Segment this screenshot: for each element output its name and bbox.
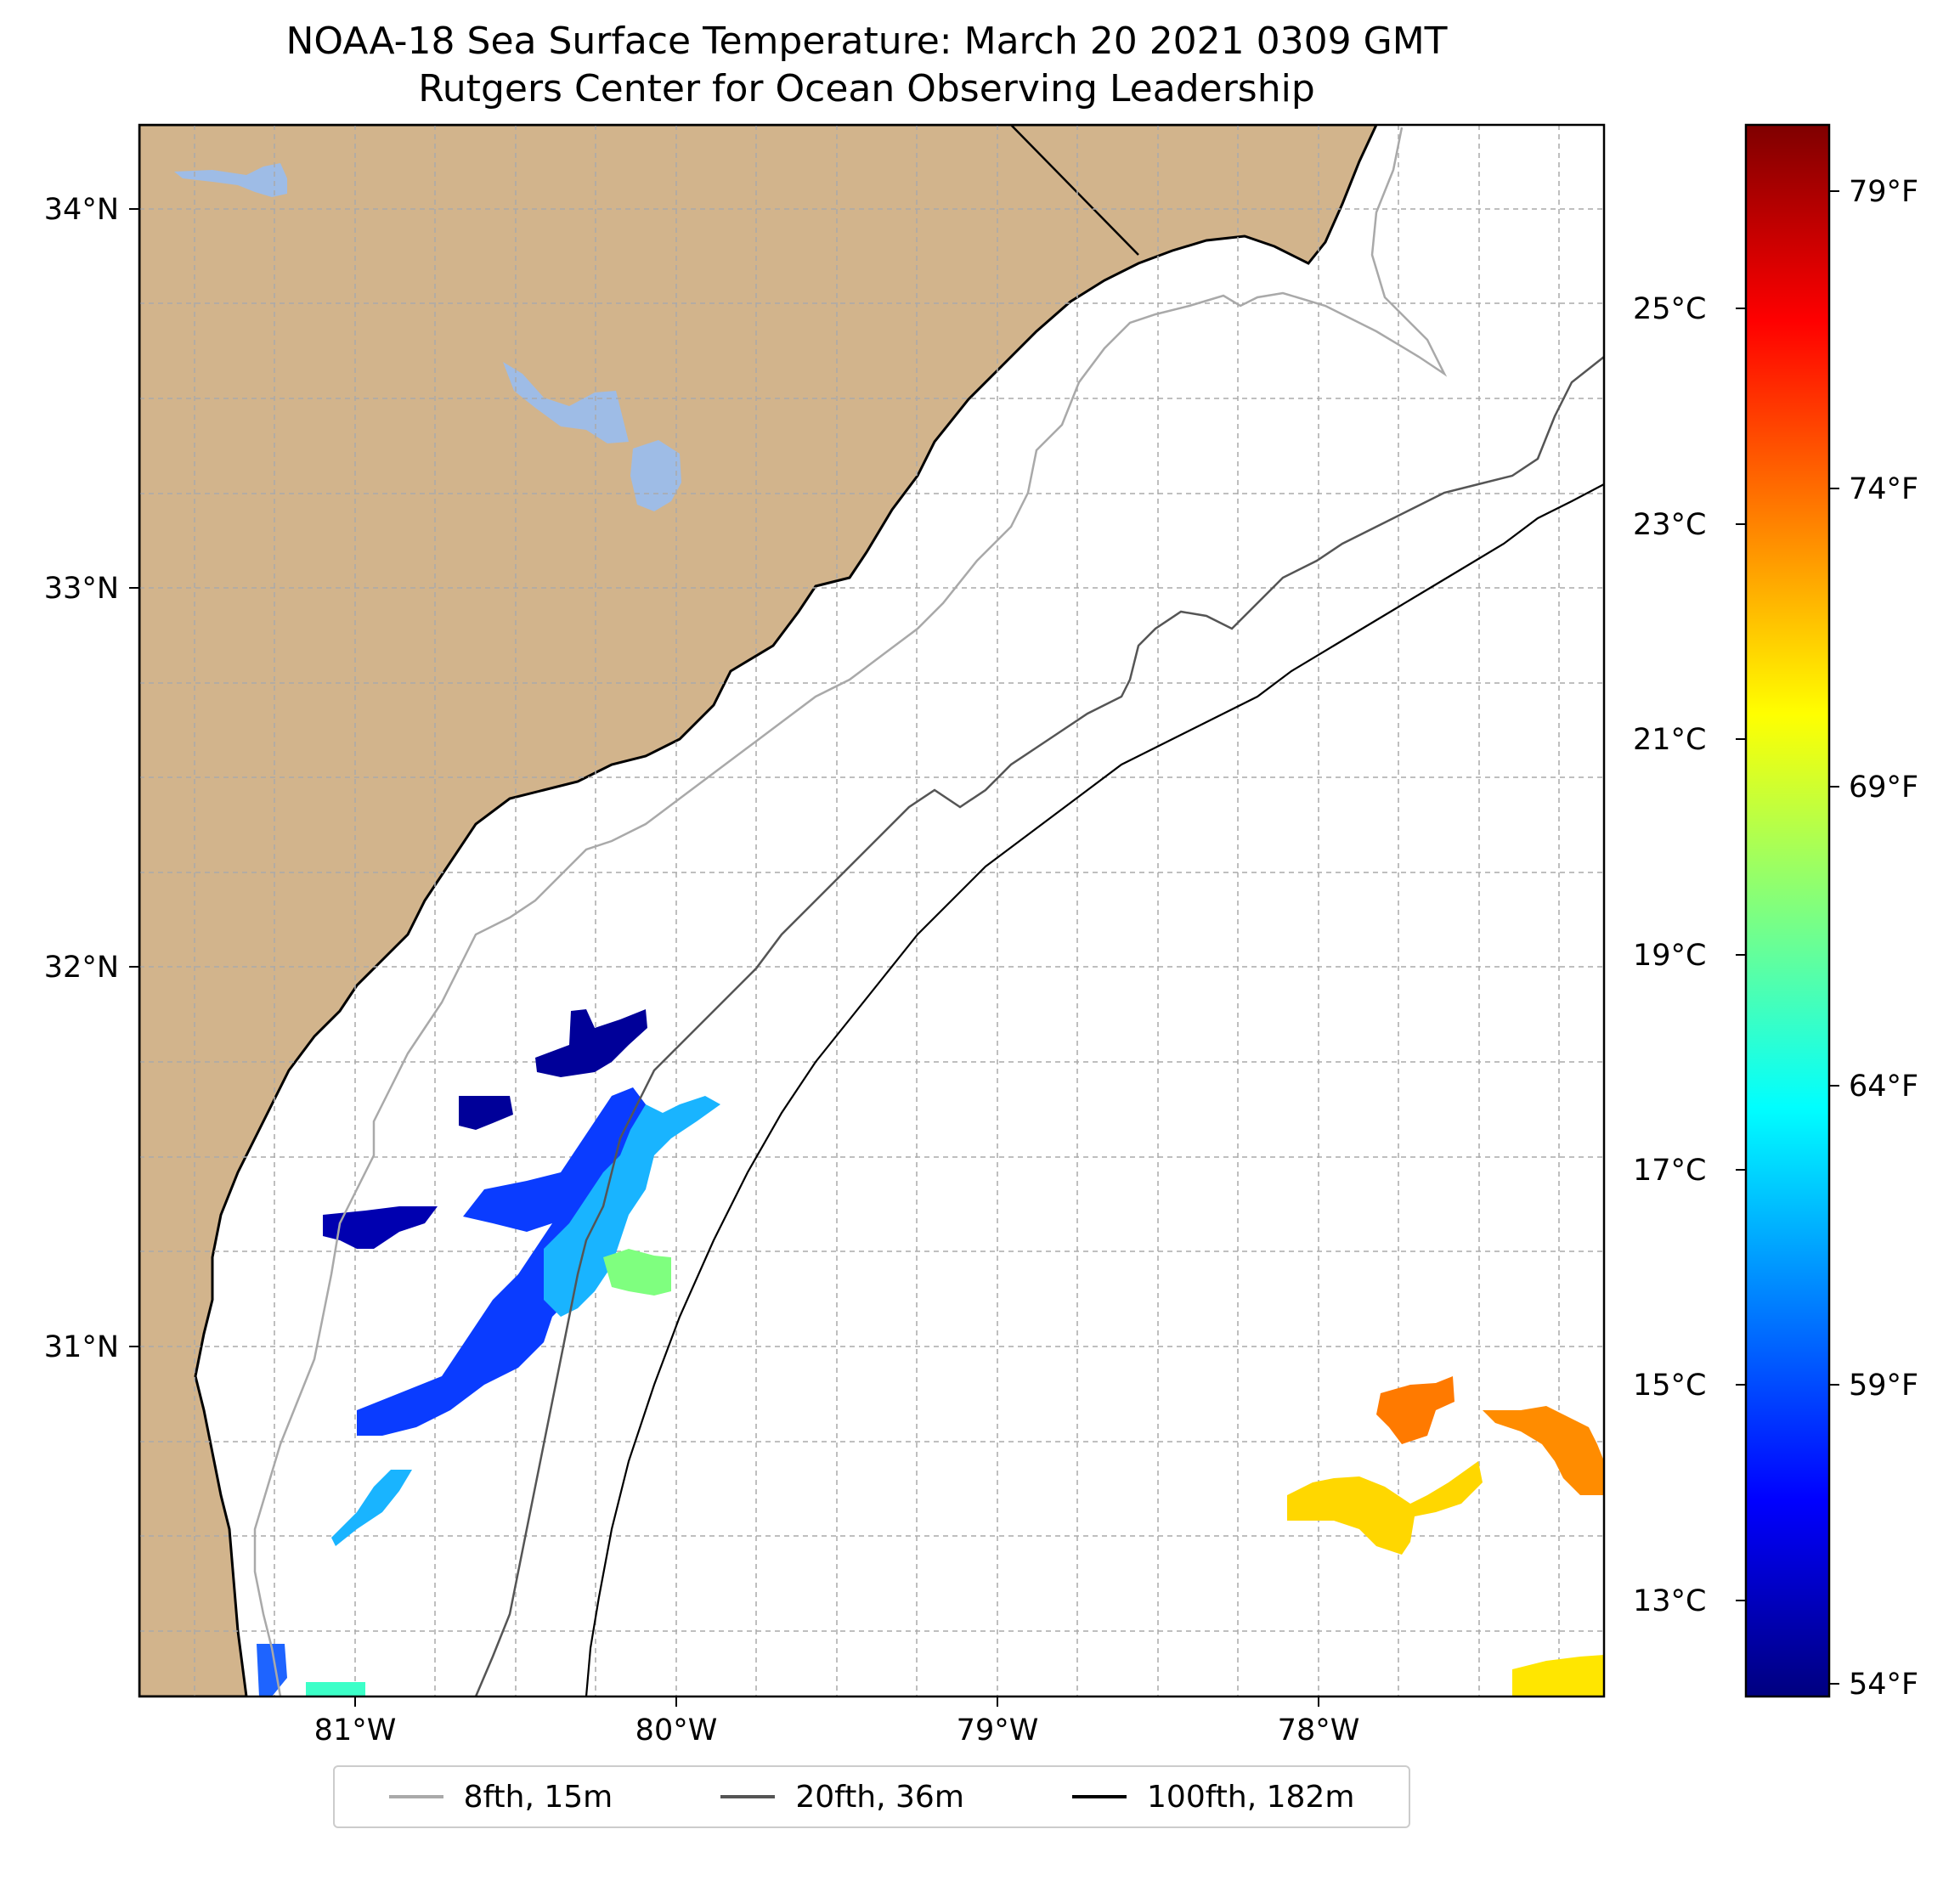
isobath-legend: 8fth, 15m 20fth, 36m 100fth, 182m xyxy=(333,1765,1410,1828)
lon-label-80: 80°W xyxy=(635,1713,718,1747)
sst-patch-warm-orange-east xyxy=(1483,1406,1604,1495)
sst-patch-warm-yellow-1 xyxy=(1287,1461,1483,1555)
cbar-c-17: 17°C xyxy=(1633,1154,1706,1188)
graticule xyxy=(139,125,1604,1697)
colorbar-fahrenheit-ticks xyxy=(1829,190,1839,1685)
cbar-f-74: 74°F xyxy=(1849,472,1918,506)
lat-label-33: 33°N xyxy=(44,572,119,606)
lat-ticks xyxy=(129,208,139,1347)
cbar-f-64: 64°F xyxy=(1849,1070,1918,1104)
sst-patch-yellow-se xyxy=(1512,1655,1604,1697)
sst-patch-green xyxy=(603,1249,671,1296)
cbar-c-21: 21°C xyxy=(1633,723,1706,757)
colorbar xyxy=(1744,123,1831,1698)
sst-patch-warm-orange xyxy=(1376,1376,1454,1444)
sst-data xyxy=(257,1009,1604,1697)
lon-ticks xyxy=(354,1697,1319,1707)
colorbar-celsius-ticks xyxy=(1736,308,1746,1601)
legend-item-100fth: 100fth, 182m xyxy=(1072,1780,1354,1815)
legend-item-20fth: 20fth, 36m xyxy=(720,1780,964,1815)
sst-patch-cold-west xyxy=(323,1206,438,1249)
sst-patch-mid-cyan xyxy=(544,1096,720,1317)
legend-line-100fth xyxy=(1072,1795,1127,1798)
map-subtitle: Rutgers Center for Ocean Observing Leade… xyxy=(418,67,1315,110)
isobath-8fth xyxy=(253,127,1448,1697)
legend-item-8fth: 8fth, 15m xyxy=(388,1779,613,1815)
land-mass xyxy=(139,125,1378,1697)
cbar-f-69: 69°F xyxy=(1849,771,1918,805)
cbar-c-23: 23°C xyxy=(1633,508,1706,542)
legend-label-8fth: 8fth, 15m xyxy=(463,1779,613,1815)
legend-label-100fth: 100fth, 182m xyxy=(1147,1779,1355,1815)
sst-patch-cold-small xyxy=(459,1096,513,1130)
sst-patch-cyan-south xyxy=(331,1470,412,1546)
cbar-c-19: 19°C xyxy=(1633,939,1706,973)
cbar-c-15: 15°C xyxy=(1633,1369,1706,1403)
isobath-20fth xyxy=(474,356,1604,1697)
lon-label-79: 79°W xyxy=(957,1713,1039,1747)
lat-label-32: 32°N xyxy=(44,951,119,985)
isobath-100fth xyxy=(585,483,1604,1697)
lon-label-81: 81°W xyxy=(314,1713,397,1747)
cbar-c-25: 25°C xyxy=(1633,292,1706,326)
lon-label-78: 78°W xyxy=(1278,1713,1360,1747)
legend-line-8fth xyxy=(388,1795,443,1798)
lat-label-31: 31°N xyxy=(44,1330,119,1364)
sst-patch-main-plume xyxy=(357,1087,654,1436)
legend-label-20fth: 20fth, 36m xyxy=(795,1779,964,1815)
lake-marion xyxy=(503,362,629,443)
legend-line-20fth xyxy=(720,1795,776,1798)
cbar-c-13: 13°C xyxy=(1633,1584,1706,1618)
cbar-f-59: 59°F xyxy=(1849,1369,1918,1403)
sst-patch-coastal-blue xyxy=(257,1644,287,1697)
sst-patch-cold-north xyxy=(535,1009,647,1077)
lat-label-34: 34°N xyxy=(44,193,119,227)
state-border xyxy=(1010,125,1139,256)
cbar-f-79: 79°F xyxy=(1849,175,1918,209)
cbar-f-54: 54°F xyxy=(1849,1668,1918,1702)
map-title: NOAA-18 Sea Surface Temperature: March 2… xyxy=(285,20,1448,63)
sst-patch-coastal-aqua xyxy=(306,1682,365,1697)
lake-moultrie xyxy=(630,440,681,511)
map-frame xyxy=(138,123,1606,1698)
lake-upper xyxy=(174,163,287,197)
